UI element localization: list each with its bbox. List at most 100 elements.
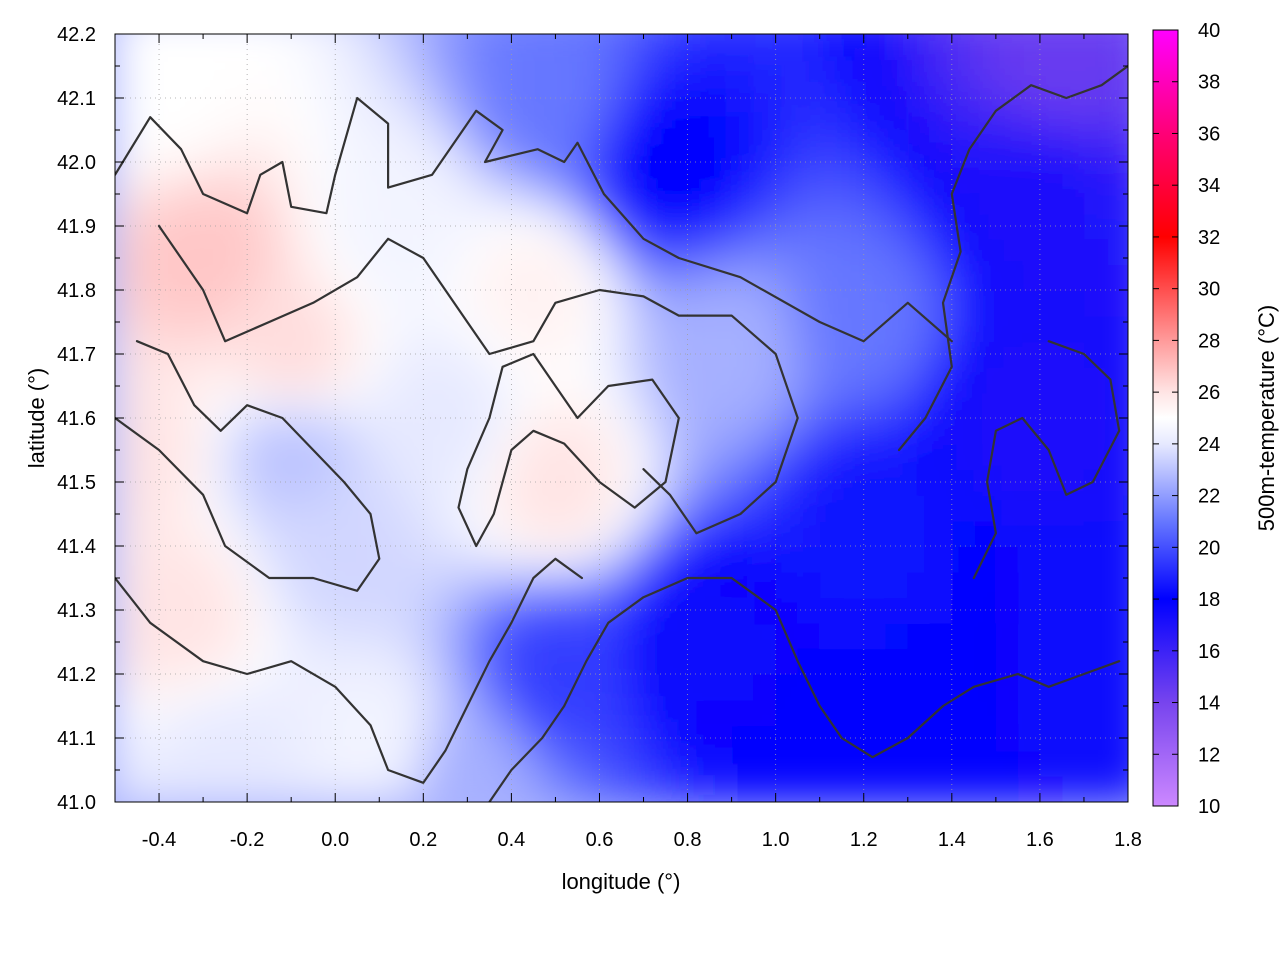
field-cell bbox=[445, 597, 469, 624]
field-cell bbox=[753, 622, 777, 650]
field-cell bbox=[819, 290, 843, 317]
field-cell bbox=[775, 725, 799, 752]
field-cell bbox=[445, 341, 469, 368]
field-cell bbox=[1039, 264, 1063, 291]
field-cell bbox=[709, 34, 733, 61]
field-cell bbox=[489, 469, 513, 496]
field-cell bbox=[775, 597, 799, 624]
colorbar-scale bbox=[1153, 30, 1178, 806]
field-cell bbox=[357, 213, 381, 240]
field-cell bbox=[885, 750, 909, 778]
field-cell bbox=[555, 622, 579, 650]
field-cell bbox=[599, 392, 623, 419]
field-cell bbox=[753, 674, 777, 701]
field-cell bbox=[1017, 59, 1041, 87]
field-cell bbox=[357, 469, 381, 496]
field-cell bbox=[401, 59, 425, 87]
field-cell bbox=[181, 571, 205, 599]
field-cell bbox=[599, 85, 623, 112]
field-cell bbox=[379, 546, 403, 573]
field-cell bbox=[225, 238, 249, 266]
field-cell bbox=[885, 110, 909, 138]
field-cell bbox=[401, 776, 425, 802]
field-cell bbox=[1039, 750, 1063, 778]
field-cell bbox=[863, 469, 887, 496]
field-cell bbox=[643, 443, 667, 471]
field-cell bbox=[841, 264, 865, 291]
field-cell bbox=[511, 315, 535, 343]
field-cell bbox=[973, 341, 997, 368]
field-cell bbox=[489, 34, 513, 35]
field-cell bbox=[115, 443, 139, 471]
field-cell bbox=[753, 571, 777, 599]
field-cell bbox=[115, 187, 139, 215]
field-cell bbox=[555, 546, 579, 573]
field-cell bbox=[753, 366, 777, 394]
field-cell bbox=[401, 315, 425, 343]
field-cell bbox=[951, 776, 975, 802]
field-cell bbox=[181, 546, 205, 573]
field-cell bbox=[995, 699, 1019, 727]
field-cell bbox=[115, 315, 139, 343]
field-cell bbox=[973, 622, 997, 650]
field-cell bbox=[1017, 494, 1041, 522]
field-cell bbox=[643, 494, 667, 522]
field-cell bbox=[907, 34, 931, 61]
field-cell bbox=[533, 469, 557, 496]
field-cell bbox=[115, 699, 139, 727]
field-cell bbox=[907, 750, 931, 778]
field-cell bbox=[555, 34, 579, 35]
field-cell bbox=[379, 597, 403, 624]
field-cell bbox=[115, 59, 139, 87]
field-cell bbox=[973, 34, 997, 35]
field-cell bbox=[863, 571, 887, 599]
field-cell bbox=[973, 85, 997, 112]
field-cell bbox=[379, 622, 403, 650]
field-cell bbox=[819, 341, 843, 368]
field-cell bbox=[335, 674, 359, 701]
field-cell bbox=[533, 213, 557, 240]
field-cell bbox=[423, 674, 447, 701]
field-cell bbox=[621, 85, 645, 112]
field-cell bbox=[687, 469, 711, 496]
field-cell bbox=[203, 520, 227, 547]
field-cell bbox=[335, 213, 359, 240]
y-tick-label: 41.0 bbox=[57, 792, 96, 814]
field-cell bbox=[753, 597, 777, 624]
field-cell bbox=[1083, 341, 1107, 368]
field-cell bbox=[269, 443, 293, 471]
field-cell bbox=[555, 59, 579, 87]
y-tick-label: 41.2 bbox=[57, 664, 96, 686]
field-cell bbox=[313, 162, 337, 189]
field-cell bbox=[115, 392, 139, 419]
field-cell bbox=[335, 366, 359, 394]
field-cell bbox=[489, 699, 513, 727]
field-cell bbox=[1128, 648, 1151, 675]
field-cell bbox=[555, 366, 579, 394]
field-cell bbox=[1061, 213, 1085, 240]
field-cell bbox=[159, 85, 183, 112]
colorbar-tick-label: 16 bbox=[1198, 641, 1220, 663]
field-cell bbox=[159, 213, 183, 240]
field-cell bbox=[907, 34, 931, 35]
field-cell bbox=[511, 750, 535, 778]
field-cell bbox=[1105, 34, 1128, 35]
field-cell bbox=[1017, 520, 1041, 547]
field-cell bbox=[511, 699, 535, 727]
field-cell bbox=[555, 597, 579, 624]
field-cell bbox=[775, 59, 799, 87]
field-cell bbox=[819, 597, 843, 624]
field-cell bbox=[335, 597, 359, 624]
field-cell bbox=[181, 34, 205, 61]
field-cell bbox=[753, 699, 777, 727]
field-cell bbox=[951, 674, 975, 701]
field-cell bbox=[665, 85, 689, 112]
field-cell bbox=[951, 725, 975, 752]
field-cell bbox=[577, 699, 601, 727]
field-cell bbox=[511, 469, 535, 496]
field-cell bbox=[203, 546, 227, 573]
field-cell bbox=[951, 59, 975, 87]
field-cell bbox=[379, 520, 403, 547]
field-cell bbox=[907, 725, 931, 752]
field-cell bbox=[533, 162, 557, 189]
